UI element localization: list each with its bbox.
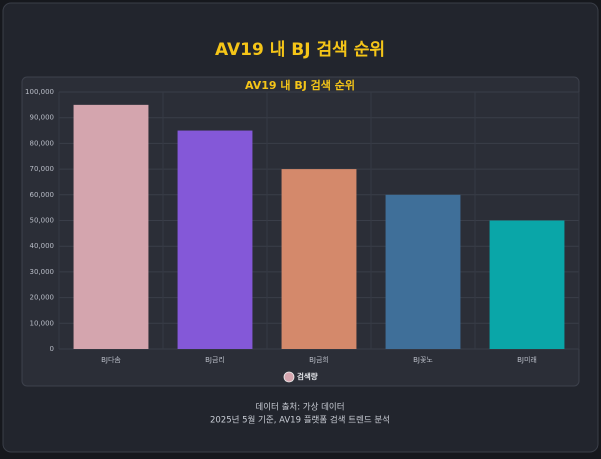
y-tick-label: 40,000	[30, 242, 55, 250]
y-tick-label: 10,000	[30, 319, 55, 327]
y-tick-label: 30,000	[30, 268, 55, 276]
x-tick-label: BJ꽃노	[413, 356, 433, 364]
page-title: AV19 내 BJ 검색 순위	[215, 40, 385, 60]
y-tick-label: 60,000	[30, 191, 55, 199]
footer-line: 데이터 출처: 가상 데이터	[255, 402, 344, 413]
legend-swatch	[283, 371, 295, 383]
bar	[281, 169, 357, 349]
y-tick-label: 70,000	[30, 165, 55, 173]
bar	[385, 194, 461, 349]
x-tick-label: BJ다솜	[101, 355, 121, 364]
legend-label: 검색량	[297, 371, 318, 381]
bar	[177, 130, 253, 349]
y-tick-label: 90,000	[30, 114, 55, 122]
bar	[489, 220, 565, 349]
y-tick-label: 100,000	[25, 88, 54, 96]
footer-line: 2025년 5월 기준, AV19 플랫폼 검색 트렌드 분석	[210, 415, 390, 426]
y-tick-label: 20,000	[30, 294, 55, 302]
x-tick-label: BJ금리	[205, 355, 225, 364]
y-tick-label: 50,000	[30, 217, 55, 225]
y-tick-label: 0	[50, 345, 54, 353]
chart-title: AV19 내 BJ 검색 순위	[245, 78, 355, 92]
x-tick-label: BJ미래	[517, 355, 537, 364]
x-tick-label: BJ금희	[309, 355, 329, 364]
bar	[73, 104, 149, 349]
y-tick-label: 80,000	[30, 139, 55, 147]
